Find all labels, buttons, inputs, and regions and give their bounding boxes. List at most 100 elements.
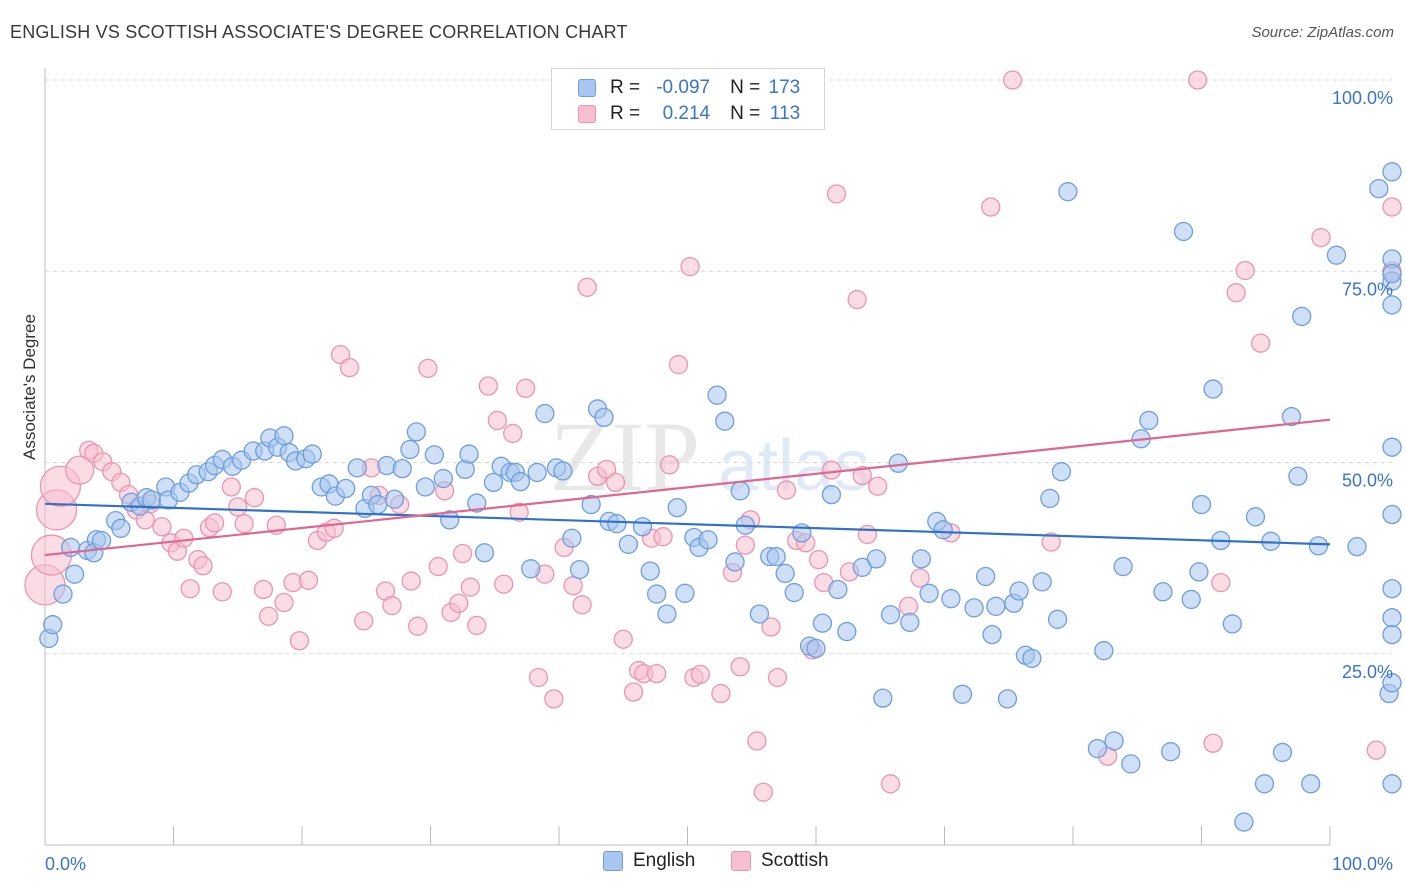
scottish-point-47 <box>407 616 428 636</box>
scottish-point-54 <box>460 577 480 597</box>
english-point-74 <box>640 561 660 581</box>
english-point-164 <box>1382 624 1402 645</box>
scottish-r-value: 0.214 <box>662 103 711 124</box>
english-point-41 <box>368 494 388 515</box>
scottish-point-97 <box>808 550 829 570</box>
english-point-165 <box>1382 263 1402 284</box>
scottish-point-33 <box>289 631 310 651</box>
english-point-132 <box>1153 582 1173 602</box>
scottish-point-92 <box>767 667 788 688</box>
english-point-121 <box>1040 488 1060 509</box>
english-point-10 <box>111 518 131 538</box>
english-point-145 <box>1272 742 1293 763</box>
stats-row-scottish: R = 0.214 N = 113 <box>552 101 800 127</box>
english-point-46 <box>406 422 427 442</box>
scottish-point-111 <box>1002 70 1023 90</box>
english-point-65 <box>562 528 582 548</box>
source-credit: Source: ZipAtlas.com <box>1251 24 1394 41</box>
english-point-122 <box>1047 609 1068 629</box>
english-point-62 <box>535 403 555 424</box>
legend-item-scottish[interactable]: Scottish <box>731 850 829 872</box>
english-point-120 <box>1032 572 1052 592</box>
scottish-point-56 <box>478 376 498 396</box>
english-point-45 <box>400 439 420 460</box>
english-trend-line <box>44 502 1331 546</box>
legend-label-english: English <box>633 850 696 871</box>
scottish-swatch <box>578 105 596 123</box>
scottish-point-80 <box>668 354 689 375</box>
scottish-point-67 <box>572 595 592 615</box>
english-point-99 <box>852 557 872 577</box>
english-point-135 <box>1181 589 1201 610</box>
english-point-4 <box>64 564 85 584</box>
english-point-84 <box>725 552 745 572</box>
english-point-109 <box>941 589 961 609</box>
scottish-point-49 <box>428 556 448 577</box>
scottish-point-84 <box>711 683 731 704</box>
english-r-label: R = <box>610 77 641 98</box>
scottish-point-4 <box>65 455 95 485</box>
english-point-147 <box>1288 466 1308 486</box>
english-point-134 <box>1173 221 1194 242</box>
scottish-point-46 <box>401 571 421 591</box>
scottish-point-39 <box>339 357 360 378</box>
english-point-64 <box>553 461 573 481</box>
english-point-101 <box>873 688 893 708</box>
english-point-55 <box>483 472 504 493</box>
english-point-75 <box>647 584 667 604</box>
scottish-point-78 <box>653 527 673 547</box>
scottish-point-28 <box>253 579 274 600</box>
english-point-102 <box>880 605 901 625</box>
english-point-81 <box>698 530 718 550</box>
english-point-94 <box>806 638 826 659</box>
english-point-148 <box>1292 306 1312 327</box>
tick-labels: 25.0% 50.0% 75.0% 100.0% 0.0% 100.0% <box>45 88 1393 874</box>
scottish-point-89 <box>747 731 767 751</box>
english-point-138 <box>1203 379 1223 399</box>
english-point-91 <box>784 582 804 603</box>
scottish-point-61 <box>515 378 536 398</box>
english-point-141 <box>1234 812 1254 832</box>
english-point-112 <box>975 566 996 587</box>
english-point-71 <box>607 514 627 534</box>
scottish-point-72 <box>613 629 633 649</box>
english-point-142 <box>1245 507 1266 527</box>
english-point-105 <box>911 549 932 569</box>
english-point-128 <box>1113 556 1133 577</box>
english-swatch <box>578 79 596 97</box>
scottish-point-116 <box>1211 572 1231 593</box>
scottish-point-23 <box>212 582 232 602</box>
english-point-38 <box>347 458 367 478</box>
scottish-point-91 <box>761 617 781 637</box>
scottish-point-29 <box>258 606 279 626</box>
y-tick-label-50: 50.0% <box>1342 471 1393 491</box>
stats-box: R = -0.097 N = 173 R = 0.214 N = 113 <box>551 68 825 130</box>
x-tick-label-max: 100.0% <box>1332 854 1393 874</box>
scottish-point-106 <box>880 774 901 794</box>
english-point-89 <box>766 546 786 567</box>
scottish-point-87 <box>735 535 755 555</box>
english-point-113 <box>982 624 1002 645</box>
english-point-103 <box>888 453 908 473</box>
english-point-78 <box>675 583 695 603</box>
english-point-114 <box>986 596 1006 616</box>
english-point-106 <box>919 583 939 603</box>
y-tick-label-100: 100.0% <box>1332 88 1393 108</box>
english-point-54 <box>474 543 495 563</box>
scottish-point-14 <box>152 517 172 537</box>
english-point-119 <box>1022 648 1042 668</box>
english-point-110 <box>952 684 973 704</box>
english-point-133 <box>1161 742 1181 762</box>
scottish-point-104 <box>857 524 878 545</box>
english-point-33 <box>302 444 322 464</box>
scottish-point-107 <box>898 596 919 616</box>
english-point-2 <box>53 584 73 604</box>
english-point-160 <box>1382 579 1402 599</box>
scottish-point-20 <box>193 556 213 576</box>
scottish-point-64 <box>544 689 564 709</box>
legend-item-english[interactable]: English <box>603 850 695 872</box>
scottish-point-17 <box>174 528 194 548</box>
english-point-61 <box>527 462 547 483</box>
scottish-point-90 <box>753 782 773 802</box>
scottish-point-99 <box>821 460 842 480</box>
